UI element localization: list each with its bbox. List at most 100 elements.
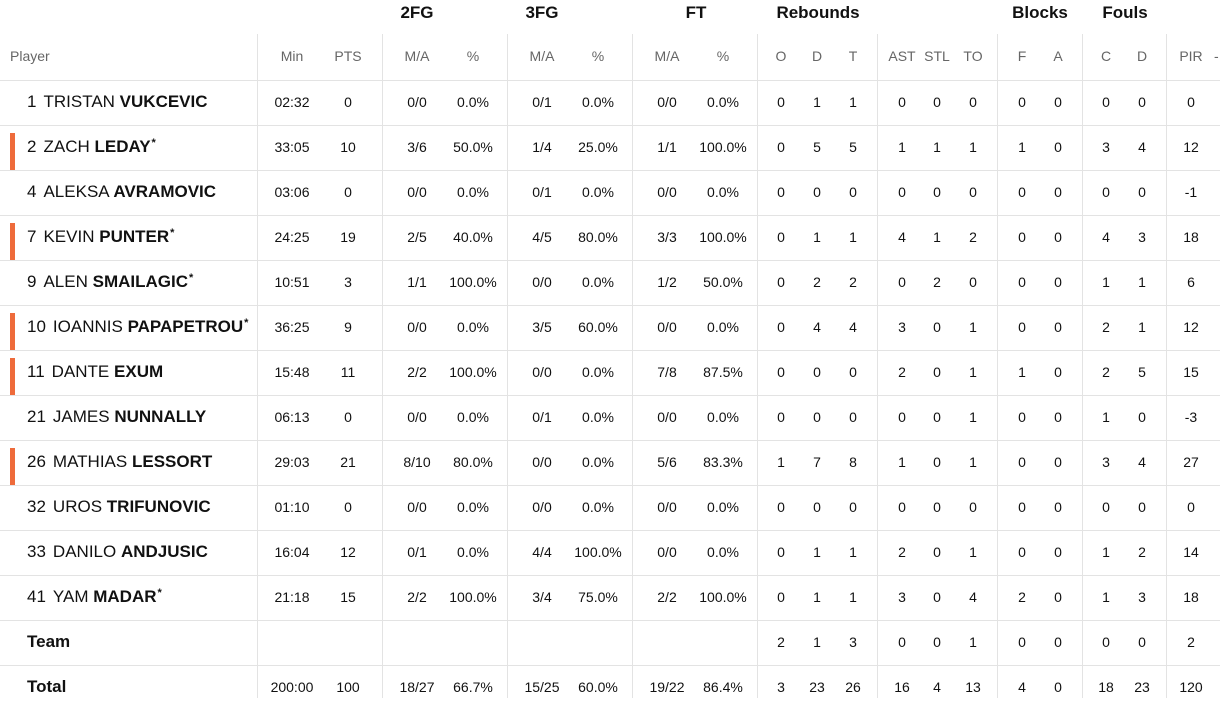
stat-stl: 0 [933, 184, 941, 200]
player-name[interactable]: 4 ALEKSA AVRAMOVIC [27, 182, 216, 202]
stat-reb-d: 1 [813, 94, 821, 110]
table-row[interactable]: 11 DANTE EXUM 15:48 11 2/2 100.0% 0/0 0.0% 7/8 87… [0, 350, 1220, 395]
stat-reb-d: 5 [813, 139, 821, 155]
column-header-player[interactable]: Player [10, 48, 50, 64]
stat-foul-d: 0 [1138, 499, 1146, 515]
stat-blk-f: 0 [1018, 319, 1026, 335]
stat-foul-d: 2 [1138, 544, 1146, 560]
column-header-blk-f[interactable]: F [1017, 48, 1027, 64]
player-first-name: ALEKSA [43, 182, 109, 201]
column-header-pts[interactable]: PTS [334, 48, 362, 64]
column-header-2fg-ma[interactable]: M/A [404, 48, 430, 64]
stat-reb-o: 0 [777, 589, 785, 605]
column-header-reb-o[interactable]: O [775, 48, 787, 64]
player-name[interactable]: 26 MATHIAS LESSORT [27, 452, 212, 472]
player-first-name: MATHIAS [52, 452, 128, 471]
player-name[interactable]: 21 JAMES NUNNALLY [27, 407, 206, 427]
column-header-ft-ma[interactable]: M/A [654, 48, 680, 64]
column-header-pir[interactable]: PIR [1179, 48, 1203, 64]
group-header-2fg: 2FG [400, 3, 434, 22]
stat-pir: 15 [1183, 364, 1199, 380]
stat-blk-f: 1 [1018, 364, 1026, 380]
table-row[interactable]: 2 ZACH LEDAY* 33:05 10 3/6 50.0% 1/4 25.0% 1/1 10… [0, 125, 1220, 170]
stat-2fg-pct: 40.0% [453, 229, 493, 245]
table-row[interactable]: 21 JAMES NUNNALLY 06:13 0 0/0 0.0% 0/1 0.0% 0/0 0… [0, 395, 1220, 440]
column-header-foul-d[interactable]: D [1136, 48, 1148, 64]
stat-stl: 1 [933, 139, 941, 155]
column-header-min[interactable]: Min [280, 48, 304, 64]
stat-ft-pct: 100.0% [699, 589, 747, 605]
row-divider [0, 530, 1220, 531]
stat-blk-a: 0 [1054, 634, 1062, 650]
stat-foul-c: 0 [1102, 184, 1110, 200]
column-divider [382, 34, 383, 698]
table-row[interactable]: 32 UROS TRIFUNOVIC 01:10 0 0/0 0.0% 0/0 0.0% 0/0… [0, 485, 1220, 530]
player-name[interactable]: 32 UROS TRIFUNOVIC [27, 497, 211, 517]
column-header-3fg-pct[interactable]: % [591, 48, 605, 64]
stat-reb-t: 3 [849, 634, 857, 650]
player-last-name: PAPAPETROU [127, 317, 244, 336]
table-row[interactable]: 7 KEVIN PUNTER* 24:25 19 2/5 40.0% 4/5 80.0% 3/3… [0, 215, 1220, 260]
player-name[interactable]: 9 ALEN SMAILAGIC* [27, 272, 193, 292]
stat-to: 1 [969, 139, 977, 155]
row-divider [0, 440, 1220, 441]
row-divider [0, 485, 1220, 486]
column-header-reb-d[interactable]: D [811, 48, 823, 64]
player-name[interactable]: 10 IOANNIS PAPAPETROU* [27, 317, 248, 337]
stat-blk-f: 1 [1018, 139, 1026, 155]
stat-min: 10:51 [274, 274, 310, 290]
column-header-2fg-pct[interactable]: % [466, 48, 480, 64]
stat-pir: 120 [1179, 679, 1203, 695]
column-overflow-mark: - [1214, 48, 1219, 64]
table-row[interactable]: 33 DANILO ANDJUSIC 16:04 12 0/1 0.0% 4/4 100.0%… [0, 530, 1220, 575]
column-header-ast[interactable]: AST [888, 48, 916, 64]
column-header-reb-t[interactable]: T [848, 48, 858, 64]
table-row[interactable]: 1 TRISTAN VUKCEVIC 02:32 0 0/0 0.0% 0/1 0.0% 0/0… [0, 80, 1220, 125]
table-row[interactable]: 4 ALEKSA AVRAMOVIC 03:06 0 0/0 0.0% 0/1 0.0% 0/0… [0, 170, 1220, 215]
table-row[interactable]: 9 ALEN SMAILAGIC* 10:51 3 1/1 100.0% 0/0 0.0% 1/… [0, 260, 1220, 305]
stat-foul-d: 5 [1138, 364, 1146, 380]
starter-asterisk: * [157, 587, 162, 599]
stat-reb-o: 0 [777, 274, 785, 290]
stat-min: 01:10 [274, 499, 310, 515]
column-divider [507, 34, 508, 698]
stat-to: 1 [969, 319, 977, 335]
column-header-foul-c[interactable]: C [1100, 48, 1112, 64]
player-name[interactable]: 1 TRISTAN VUKCEVIC [27, 92, 208, 112]
column-header-to[interactable]: TO [963, 48, 983, 64]
stat-3fg-pct: 0.0% [582, 274, 614, 290]
player-number: 33 [27, 542, 46, 561]
player-name[interactable]: 7 KEVIN PUNTER* [27, 227, 174, 247]
player-name[interactable]: 11 DANTE EXUM [27, 362, 163, 382]
stat-reb-o: 0 [777, 544, 785, 560]
column-header-blk-a[interactable]: A [1053, 48, 1063, 64]
player-name[interactable]: 41 YAM MADAR* [27, 587, 162, 607]
stat-stl: 2 [933, 274, 941, 290]
player-name[interactable]: 2 ZACH LEDAY* [27, 137, 156, 157]
group-header-ft: FT [685, 3, 707, 22]
column-header-ft-pct[interactable]: % [716, 48, 730, 64]
stat-blk-a: 0 [1054, 184, 1062, 200]
stat-ft-ma: 5/6 [657, 454, 677, 470]
table-row[interactable]: 10 IOANNIS PAPAPETROU* 36:25 9 0/0 0.0% 3/5 60.… [0, 305, 1220, 350]
stat-ft-ma: 3/3 [657, 229, 677, 245]
player-name[interactable]: 33 DANILO ANDJUSIC [27, 542, 208, 562]
player-first-name: KEVIN [43, 227, 95, 246]
stat-pts: 10 [340, 139, 356, 155]
stat-reb-t: 0 [849, 409, 857, 425]
table-row[interactable]: 41 YAM MADAR* 21:18 15 2/2 100.0% 3/4 75.0% 2/2 1… [0, 575, 1220, 620]
table-row[interactable]: 26 MATHIAS LESSORT 29:03 21 8/10 80.0% 0/0 0.0%… [0, 440, 1220, 485]
stat-blk-a: 0 [1054, 454, 1062, 470]
stat-pir: 2 [1187, 634, 1195, 650]
stat-reb-t: 8 [849, 454, 857, 470]
stat-ast: 3 [898, 589, 906, 605]
stat-2fg-pct: 66.7% [453, 679, 493, 695]
stat-blk-a: 0 [1054, 679, 1062, 695]
stat-pts: 11 [340, 364, 356, 380]
column-header-3fg-ma[interactable]: M/A [529, 48, 555, 64]
stat-ft-pct: 50.0% [703, 274, 743, 290]
stat-ast: 3 [898, 319, 906, 335]
player-last-name: VUKCEVIC [119, 92, 208, 111]
stat-to: 0 [969, 274, 977, 290]
column-header-stl[interactable]: STL [924, 48, 950, 64]
